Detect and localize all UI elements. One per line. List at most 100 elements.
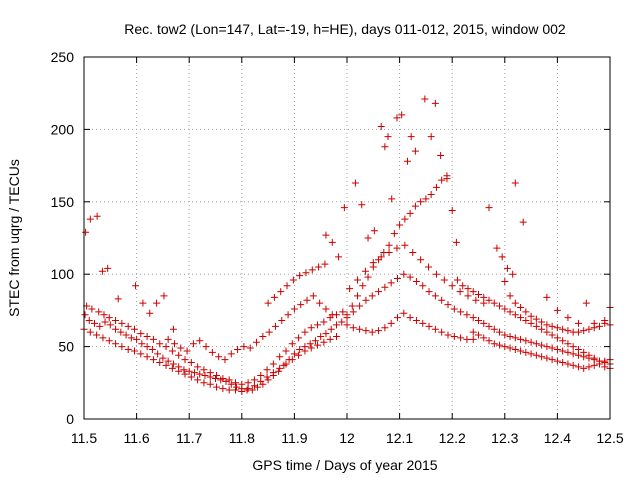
data-point: [301, 328, 309, 336]
data-point: [339, 308, 347, 316]
data-point: [282, 347, 290, 355]
data-point: [448, 282, 456, 290]
data-point: [457, 308, 465, 316]
data-point: [538, 325, 546, 333]
data-point: [440, 276, 448, 284]
data-point: [412, 317, 420, 325]
data-point: [86, 215, 94, 223]
data-point: [361, 267, 369, 275]
data-point: [201, 372, 209, 380]
data-point: [301, 347, 309, 355]
data-point: [401, 241, 409, 249]
data-point: [246, 344, 254, 352]
data-point: [263, 366, 271, 374]
data-point: [388, 195, 396, 203]
data-point: [137, 350, 145, 358]
data-point: [153, 299, 161, 307]
data-point: [564, 348, 572, 356]
data-point: [469, 335, 477, 343]
data-point: [464, 292, 472, 300]
data-point: [122, 331, 130, 339]
x-tick-label: 12: [339, 430, 355, 446]
data-point: [343, 321, 351, 329]
data-point: [257, 377, 265, 385]
data-point: [326, 335, 334, 343]
data-point: [332, 321, 340, 329]
data-point: [183, 347, 191, 355]
data-point: [114, 295, 122, 303]
data-point: [356, 325, 364, 333]
data-point: [390, 230, 398, 238]
data-point: [81, 311, 89, 319]
data-point: [543, 354, 551, 362]
data-point: [137, 330, 145, 338]
data-point: [168, 364, 176, 372]
data-point: [225, 386, 233, 394]
data-point: [559, 325, 567, 333]
data-point: [187, 373, 195, 381]
data-point: [480, 319, 488, 327]
data-point: [277, 288, 285, 296]
data-point: [419, 319, 427, 327]
data-point: [590, 319, 598, 327]
data-point: [283, 282, 291, 290]
data-point: [315, 263, 323, 271]
chart-title: Rec. tow2 (Lon=147, Lat=-19, h=HE), days…: [124, 21, 566, 37]
data-point: [276, 364, 284, 372]
y-tick-label: 50: [58, 339, 74, 355]
data-point: [139, 299, 147, 307]
data-point: [86, 328, 94, 336]
data-point: [480, 334, 488, 342]
data-point: [170, 340, 178, 348]
data-point: [314, 341, 322, 349]
data-point: [456, 288, 464, 296]
data-point: [585, 363, 593, 371]
x-tick-label: 12.2: [439, 430, 466, 446]
data-point: [106, 321, 114, 329]
data-point: [162, 343, 170, 351]
data-point: [396, 221, 404, 229]
data-point: [250, 382, 258, 390]
y-tick-label: 200: [51, 121, 75, 137]
data-point: [149, 335, 157, 343]
data-point: [585, 325, 593, 333]
data-point: [164, 335, 172, 343]
data-point: [213, 372, 221, 380]
data-point: [160, 292, 168, 300]
data-point: [564, 340, 572, 348]
data-point: [532, 351, 540, 359]
data-point: [509, 270, 517, 278]
data-point: [322, 231, 330, 239]
data-point: [601, 363, 609, 371]
data-point: [349, 324, 357, 332]
data-point: [517, 304, 525, 312]
data-point: [265, 328, 273, 336]
data-point: [320, 318, 328, 326]
data-point: [564, 327, 572, 335]
data-point: [348, 302, 356, 310]
data-point: [196, 337, 204, 345]
data-point: [327, 325, 335, 333]
data-point: [295, 351, 303, 359]
data-point: [569, 361, 577, 369]
x-tick-label: 12.3: [491, 430, 518, 446]
data-point: [289, 276, 297, 284]
data-point: [238, 380, 246, 388]
data-point: [118, 343, 126, 351]
data-point: [264, 299, 272, 307]
data-point: [206, 380, 214, 388]
data-point: [302, 269, 310, 277]
x-tick-label: 11.7: [176, 430, 202, 446]
data-point: [307, 324, 315, 332]
data-point: [181, 370, 189, 378]
data-point: [227, 350, 235, 358]
data-point: [159, 354, 167, 362]
data-point: [548, 322, 556, 330]
data-point: [425, 263, 433, 271]
data-point: [453, 276, 461, 284]
data-point: [580, 327, 588, 335]
data-point: [527, 350, 535, 358]
data-point: [221, 356, 229, 364]
data-point: [431, 292, 439, 300]
data-point: [328, 238, 336, 246]
